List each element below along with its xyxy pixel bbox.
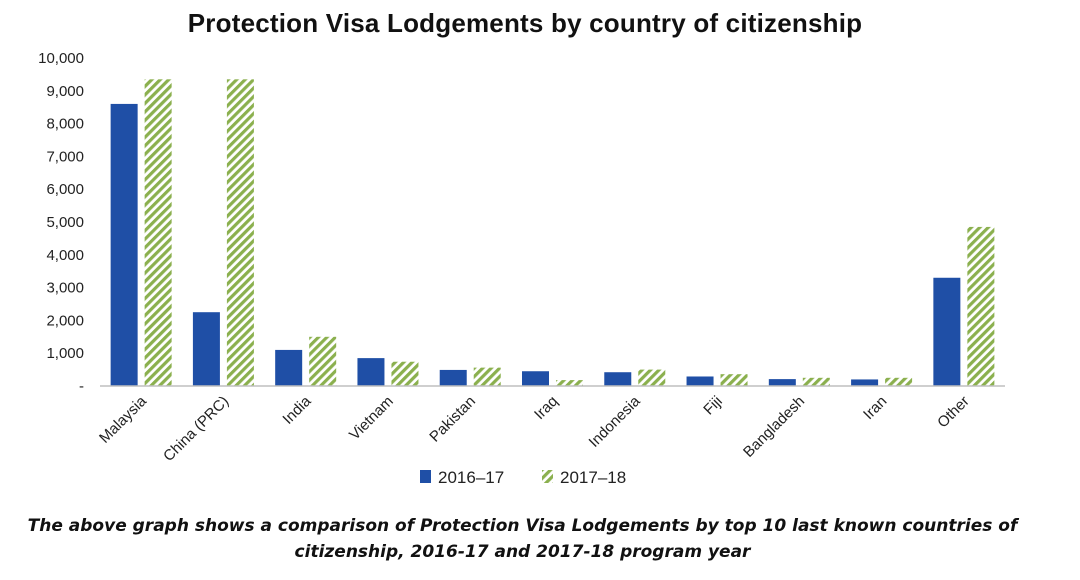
legend-label: 2017–18 <box>560 468 626 487</box>
x-tick-label: India <box>279 392 314 427</box>
x-tick-label: Malaysia <box>96 392 150 446</box>
bar-chart: - 1,000 2,000 3,000 4,000 5,000 6,000 7,000 8,00… <box>38 50 1005 487</box>
x-tick-label: Pakistan <box>426 393 479 446</box>
bar-series-2 <box>638 369 666 386</box>
bars <box>110 79 995 387</box>
bar-series-2 <box>802 377 830 386</box>
x-tick-label: Bangladesh <box>740 393 808 461</box>
bar-series-1 <box>768 379 796 386</box>
bar-series-1 <box>522 371 549 386</box>
x-tick-label: Vietnam <box>346 393 397 444</box>
bar-series-2 <box>226 79 254 386</box>
y-tick-label: 2,000 <box>46 312 84 329</box>
y-tick-label: 4,000 <box>46 247 84 264</box>
bar-series-2 <box>556 380 583 386</box>
bar-series-1 <box>686 376 714 386</box>
bar-series-1 <box>439 369 467 386</box>
chart-title: Protection Visa Lodgements by country of… <box>187 8 863 38</box>
bar-series-2 <box>391 361 419 386</box>
y-tick-label: 6,000 <box>46 181 84 198</box>
x-tick-label: Indonesia <box>586 392 644 450</box>
bar-series-2 <box>144 79 172 386</box>
y-tick-label: 7,000 <box>46 148 84 165</box>
bar-series-1 <box>851 379 879 386</box>
bar-series-1 <box>604 372 632 386</box>
x-tick-label: Other <box>934 393 973 432</box>
legend-swatch <box>542 470 553 483</box>
y-tick-label: 3,000 <box>46 280 84 297</box>
bar-series-2 <box>473 367 501 386</box>
y-tick-label: - <box>79 378 84 395</box>
x-tick-label: Iraq <box>531 393 561 423</box>
y-tick-label: 9,000 <box>46 83 84 100</box>
chart-caption: The above graph shows a comparison of Pr… <box>27 516 1018 562</box>
legend-swatch <box>420 470 431 483</box>
bar-series-1 <box>357 358 385 386</box>
bar-series-1 <box>275 349 303 386</box>
y-tick-label: 8,000 <box>46 116 84 133</box>
bar-series-1 <box>110 103 138 387</box>
bar-series-2 <box>309 336 337 386</box>
x-tick-label: China (PRC) <box>160 393 232 465</box>
y-tick-label: 10,000 <box>38 50 84 67</box>
bar-series-1 <box>192 312 220 386</box>
x-axis-labels: Malaysia China (PRC) India Vietnam Pakistan I… <box>96 392 973 465</box>
y-axis-labels: - 1,000 2,000 3,000 4,000 5,000 6,000 7,000 8,00… <box>38 50 84 395</box>
bar-series-2 <box>967 226 995 386</box>
x-tick-label: Iran <box>860 393 890 423</box>
legend: 2016–17 2017–18 <box>420 468 626 487</box>
y-tick-label: 5,000 <box>46 214 84 231</box>
legend-label: 2016–17 <box>438 468 504 487</box>
x-tick-label: Fiji <box>700 393 726 419</box>
bar-series-2 <box>720 374 748 386</box>
bar-series-1 <box>933 277 961 386</box>
y-tick-label: 1,000 <box>46 345 84 362</box>
bar-series-2 <box>885 377 913 386</box>
